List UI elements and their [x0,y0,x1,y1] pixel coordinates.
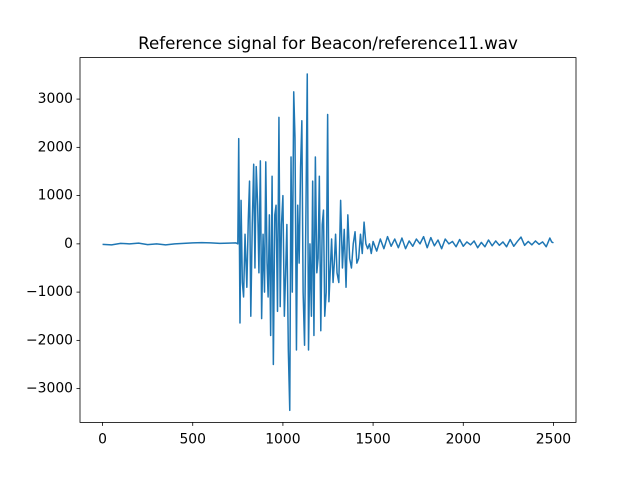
y-tick-label: 2000 [38,139,73,155]
chart-title: Reference signal for Beacon/reference11.… [138,33,518,53]
plot-frame [79,57,577,423]
x-tick-label: 500 [179,431,206,447]
x-tick-label: 1000 [265,431,300,447]
x-tick-label: 1500 [355,431,390,447]
y-tick-label: 0 [64,236,73,252]
y-tick-label: −1000 [26,284,73,300]
y-tick-label: −2000 [26,332,73,348]
x-tick-label: 0 [98,431,107,447]
line [102,73,554,412]
y-tick-label: −3000 [26,381,73,397]
x-tick-label: 2000 [446,431,481,447]
y-tick-label: 3000 [38,91,73,107]
y-tick-label: 1000 [38,188,73,204]
x-tick-label: 2500 [536,431,571,447]
